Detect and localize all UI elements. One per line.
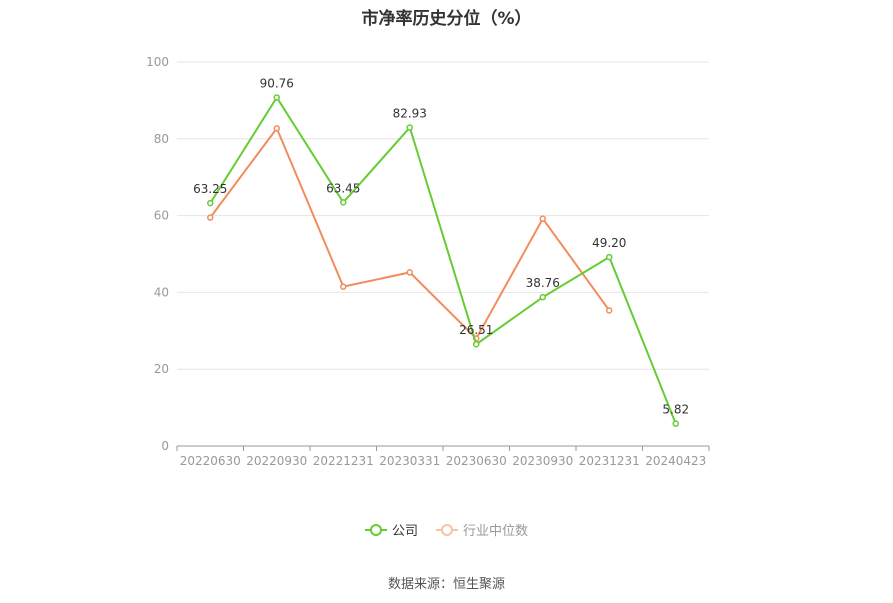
data-point bbox=[606, 307, 613, 314]
legend-label-industry-median: 行业中位数 bbox=[463, 524, 529, 539]
data-point bbox=[406, 269, 413, 276]
y-tick-label: 20 bbox=[154, 362, 169, 376]
y-tick-label: 0 bbox=[161, 439, 169, 453]
legend-item-company[interactable]: 公司 bbox=[364, 520, 418, 539]
legend: 公司 行业中位数 bbox=[0, 520, 893, 539]
x-tick-label: 20240423 bbox=[645, 454, 706, 468]
y-tick-label: 60 bbox=[154, 209, 169, 223]
data-point bbox=[340, 283, 347, 290]
data-point bbox=[406, 124, 413, 131]
x-axis: 20220630 20220930 20221231 20230331 20230630… bbox=[176, 445, 710, 468]
data-point bbox=[672, 420, 679, 427]
data-label: 63.45 bbox=[326, 181, 360, 195]
x-tick-label: 20230331 bbox=[379, 454, 440, 468]
legend-swatch-company bbox=[364, 523, 387, 537]
data-point bbox=[606, 253, 613, 261]
x-tick-label: 20230930 bbox=[512, 454, 573, 468]
data-label: 38.76 bbox=[526, 276, 560, 290]
legend-label-company: 公司 bbox=[391, 524, 418, 539]
data-point bbox=[273, 125, 280, 132]
y-tick-label: 100 bbox=[146, 55, 169, 69]
data-label: 90.76 bbox=[260, 76, 294, 90]
data-point bbox=[207, 214, 214, 221]
data-label: 26.51 bbox=[459, 323, 493, 337]
grid-lines bbox=[177, 61, 709, 370]
data-point bbox=[207, 199, 214, 207]
y-tick-label: 40 bbox=[154, 285, 169, 299]
x-tick-label: 20221231 bbox=[313, 454, 374, 468]
data-labels: 63.25 90.76 63.45 82.93 26.51 38.76 49.20 5.82 bbox=[193, 76, 689, 416]
data-label: 63.25 bbox=[193, 182, 227, 196]
x-tick-label: 20230630 bbox=[446, 454, 507, 468]
series-line bbox=[209, 126, 611, 341]
data-label: 82.93 bbox=[393, 107, 427, 121]
x-tick-label: 20231231 bbox=[579, 454, 640, 468]
chart-title: 市净率历史分位（%） bbox=[361, 9, 532, 29]
data-label: 5.82 bbox=[662, 403, 689, 417]
data-point bbox=[539, 215, 546, 222]
data-source: 数据来源：恒生聚源 bbox=[387, 577, 505, 592]
series-layer bbox=[207, 94, 679, 427]
data-point bbox=[473, 340, 480, 348]
series-line bbox=[209, 95, 677, 425]
data-point bbox=[539, 293, 546, 301]
legend-swatch-industry-median bbox=[436, 523, 458, 537]
x-tick-label: 20220630 bbox=[180, 454, 241, 468]
data-point bbox=[340, 199, 347, 206]
y-tick-label: 80 bbox=[154, 132, 169, 146]
legend-item-industry-median[interactable]: 行业中位数 bbox=[436, 520, 528, 539]
data-point bbox=[273, 94, 280, 101]
y-axis: 0 20 40 60 80 100 bbox=[146, 55, 169, 453]
x-tick-label: 20220930 bbox=[246, 454, 307, 468]
data-label: 49.20 bbox=[592, 236, 626, 250]
